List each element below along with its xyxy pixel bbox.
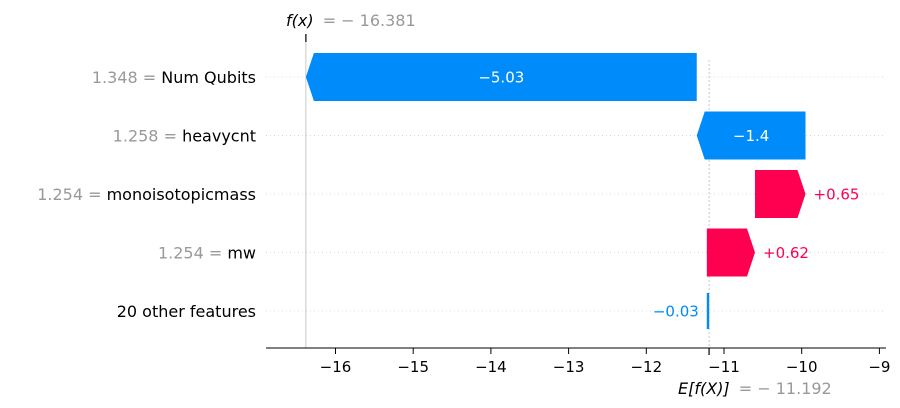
x-tick-label: −13 [553, 358, 585, 376]
feature-value: 1.258 = [113, 127, 182, 146]
bar-value-label: −0.03 [653, 303, 699, 321]
x-tick-label: −12 [630, 358, 662, 376]
x-tick-label: −9 [868, 358, 890, 376]
feature-value: 1.348 = [92, 68, 161, 87]
feature-label: 1.348 = Num Qubits [92, 68, 256, 87]
x-tick-label: −14 [475, 358, 507, 376]
x-axis: −16 −15 −14 −13 −12 −11 −10 −9 [266, 347, 890, 376]
waterfall-bar [755, 170, 806, 218]
ex-value: = − 11.192 [739, 379, 832, 398]
ex-label: E[f(X)] [678, 379, 730, 398]
feature-label: 1.254 = mw [158, 244, 256, 263]
x-tick-label: −15 [397, 358, 429, 376]
bar-value-label: −1.4 [733, 127, 769, 145]
feature-label: 20 other features [117, 302, 256, 321]
x-tick-label: −16 [320, 358, 352, 376]
fx-annotation: f(x) = − 16.381 [286, 11, 416, 30]
feature-value: 1.254 = [37, 185, 106, 204]
waterfall-bar [305, 53, 697, 101]
waterfall-bar [706, 228, 756, 277]
feature-label: 1.254 = monoisotopicmass [37, 185, 256, 204]
x-tick-label: −11 [708, 358, 740, 376]
feature-name: 20 other features [117, 302, 256, 321]
ex-annotation: E[f(X)] = − 11.192 [678, 379, 832, 398]
feature-name: monoisotopicmass [107, 185, 256, 204]
bars: −5.03 −1.4 +0.65 +0.62 −0.03 [305, 53, 860, 329]
feature-labels: 1.348 = Num Qubits 1.258 = heavycnt 1.254 … [37, 68, 256, 321]
bar-value-label: +0.62 [763, 244, 809, 262]
fx-label: f(x) [286, 11, 314, 30]
feature-label: 1.258 = heavycnt [113, 127, 256, 146]
waterfall-bar [706, 293, 710, 329]
feature-name: Num Qubits [161, 68, 256, 87]
feature-name: heavycnt [182, 127, 256, 146]
feature-value: 1.254 = [158, 244, 227, 263]
feature-name: mw [227, 244, 256, 263]
waterfall-bar [696, 111, 806, 160]
bar-value-label: +0.65 [814, 186, 860, 204]
bar-value-label: −5.03 [478, 69, 524, 87]
x-tick-label: −10 [786, 358, 818, 376]
fx-value: = − 16.381 [323, 11, 416, 30]
